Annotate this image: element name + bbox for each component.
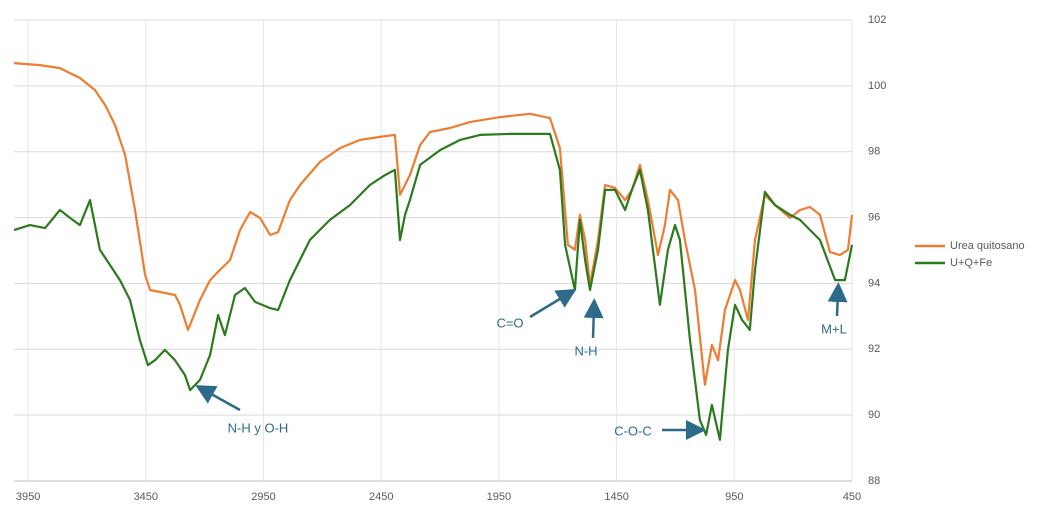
x-tick-label: 1950 (487, 491, 511, 503)
line (13, 132, 854, 441)
x-tick-label: 3450 (134, 491, 158, 503)
annotation: M+L (821, 321, 847, 336)
y-tick-label: 94 (868, 277, 880, 289)
y-tick-label: 88 (868, 475, 880, 487)
legend-label: U+Q+Fe (950, 257, 992, 269)
x-tick-label: 2950 (251, 491, 275, 503)
annotation: N-H y O-H (228, 420, 289, 435)
line (13, 62, 854, 386)
arrow (195, 385, 241, 412)
y-tick-label: 102 (868, 14, 886, 26)
x-tick-label: 450 (843, 491, 861, 503)
annotations: N-H y O-H C=O N-H C-O-C M+L (195, 282, 848, 440)
plot (13, 62, 854, 441)
y-tick-label: 98 (868, 146, 880, 158)
y-tick-label: 96 (868, 211, 880, 223)
annotation: N-H (574, 343, 597, 358)
x-tick-label: 2450 (369, 491, 393, 503)
annotation: C-O-C (614, 423, 652, 438)
x-tick-label: 1450 (604, 491, 628, 503)
y-tick-label: 100 (868, 80, 886, 92)
legend-label: Urea quitosano (950, 240, 1025, 252)
arrow (529, 288, 577, 319)
grid (14, 19, 853, 482)
arrow (583, 298, 604, 339)
y-tick-label: 90 (868, 409, 880, 421)
x-tick-label: 3950 (16, 491, 40, 503)
annotation: C=O (496, 315, 523, 330)
y-tick-label: 92 (868, 343, 880, 355)
x-tick-label: 950 (725, 491, 743, 503)
arrow (827, 282, 848, 317)
